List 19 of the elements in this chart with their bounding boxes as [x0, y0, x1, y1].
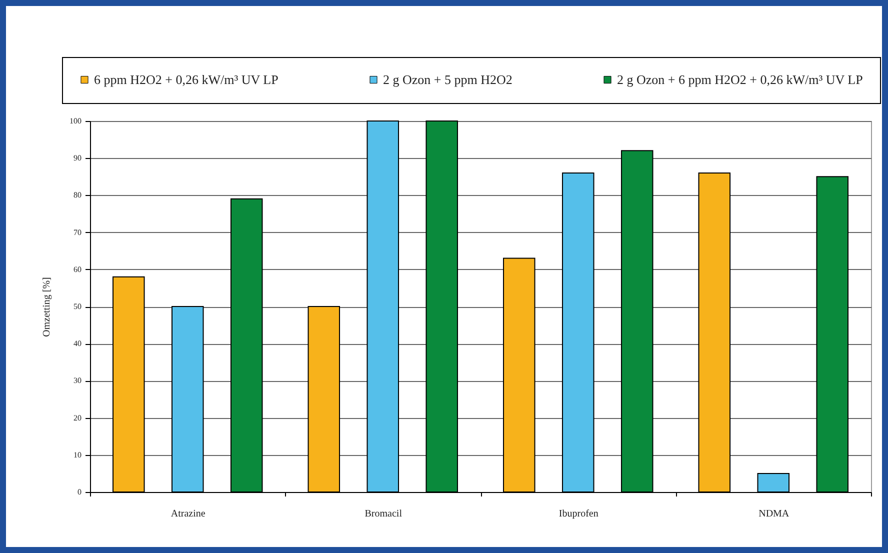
y-tick-label: 90: [74, 154, 82, 163]
y-tick-label: 40: [74, 339, 82, 348]
x-tick-label: Ibuprofen: [558, 508, 598, 520]
legend-label: 2 g Ozon + 5 ppm H2O2: [383, 72, 512, 87]
x-tick-label: Atrazine: [170, 508, 206, 520]
y-tick-label: 100: [70, 116, 82, 126]
y-tick-label: 70: [74, 228, 82, 237]
legend-label: 2 g Ozon + 6 ppm H2O2 + 0,26 kW/m³ UV LP: [617, 72, 863, 87]
y-axis-title: Omzetting [%]: [42, 277, 52, 337]
x-tick-label: Bromacil: [364, 508, 402, 520]
x-tick-label: NDMA: [758, 508, 790, 520]
y-tick-label: 20: [74, 413, 82, 422]
legend-label: 6 ppm H2O2 + 0,26 kW/m³ UV LP: [94, 72, 278, 87]
y-tick-label: 10: [74, 450, 82, 460]
y-tick-label: 80: [74, 190, 82, 200]
y-tick-label: 0: [78, 488, 82, 496]
y-tick-label: 60: [74, 264, 82, 274]
y-tick-label: 50: [74, 302, 82, 311]
y-tick-label: 30: [74, 376, 82, 386]
